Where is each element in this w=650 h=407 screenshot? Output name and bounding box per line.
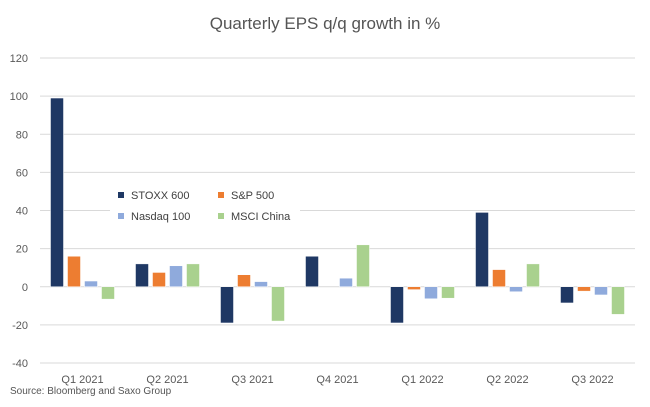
legend-swatch xyxy=(118,192,124,198)
bar-stoxx-600 xyxy=(135,263,149,287)
bar-nasdaq-100 xyxy=(339,277,353,287)
bar-nasdaq-100 xyxy=(509,286,523,292)
x-tick-label: Q2 2022 xyxy=(486,374,528,386)
y-tick-label: 40 xyxy=(16,206,28,218)
bar-nasdaq-100 xyxy=(84,280,98,287)
x-tick-label: Q4 2021 xyxy=(316,374,358,386)
x-tick-label: Q3 2021 xyxy=(231,374,273,386)
bar-stoxx-600 xyxy=(475,212,489,287)
legend-label: MSCI China xyxy=(231,211,291,223)
x-tick-label: Q1 2022 xyxy=(401,374,443,386)
bar-msci-china xyxy=(356,244,370,287)
legend-swatch xyxy=(218,192,224,198)
legend-box xyxy=(110,184,300,226)
bar-msci-china xyxy=(186,263,200,287)
chart-title: Quarterly EPS q/q growth in % xyxy=(209,14,441,33)
bar-s-p-500 xyxy=(152,272,166,287)
source-note: Source: Bloomberg and Saxo Group xyxy=(10,386,172,397)
bar-nasdaq-100 xyxy=(594,286,608,296)
y-tick-label: 120 xyxy=(10,53,28,65)
legend-swatch xyxy=(118,213,124,219)
bar-msci-china xyxy=(526,263,540,287)
y-tick-label: -20 xyxy=(12,320,28,332)
y-tick-label: 20 xyxy=(16,244,28,256)
y-tick-label: 0 xyxy=(22,282,28,294)
bar-msci-china xyxy=(101,286,115,300)
x-tick-label: Q1 2021 xyxy=(61,374,103,386)
y-tick-label: 60 xyxy=(16,167,28,179)
bar-nasdaq-100 xyxy=(424,286,438,300)
bar-nasdaq-100 xyxy=(169,265,183,287)
bar-s-p-500 xyxy=(237,274,251,288)
bar-msci-china xyxy=(611,286,625,315)
bar-stoxx-600 xyxy=(390,286,404,324)
bar-stoxx-600 xyxy=(220,286,234,324)
bar-stoxx-600 xyxy=(560,286,574,304)
bar-s-p-500 xyxy=(67,256,81,287)
x-tick-label: Q3 2022 xyxy=(571,374,613,386)
bar-stoxx-600 xyxy=(50,97,64,287)
legend-label: Nasdaq 100 xyxy=(131,211,190,223)
bar-nasdaq-100 xyxy=(254,281,268,287)
legend-swatch xyxy=(218,213,224,219)
y-tick-label: 80 xyxy=(16,129,28,141)
bar-s-p-500 xyxy=(577,286,591,292)
bar-msci-china xyxy=(441,286,455,299)
legend-label: S&P 500 xyxy=(231,190,274,202)
bar-s-p-500 xyxy=(492,269,506,287)
y-tick-label: 100 xyxy=(10,91,28,103)
x-tick-label: Q2 2021 xyxy=(146,374,188,386)
bar-msci-china xyxy=(271,286,285,322)
bar-s-p-500 xyxy=(407,286,421,290)
y-tick-label: -40 xyxy=(12,358,28,370)
bar-stoxx-600 xyxy=(305,256,319,287)
legend-label: STOXX 600 xyxy=(131,190,190,202)
